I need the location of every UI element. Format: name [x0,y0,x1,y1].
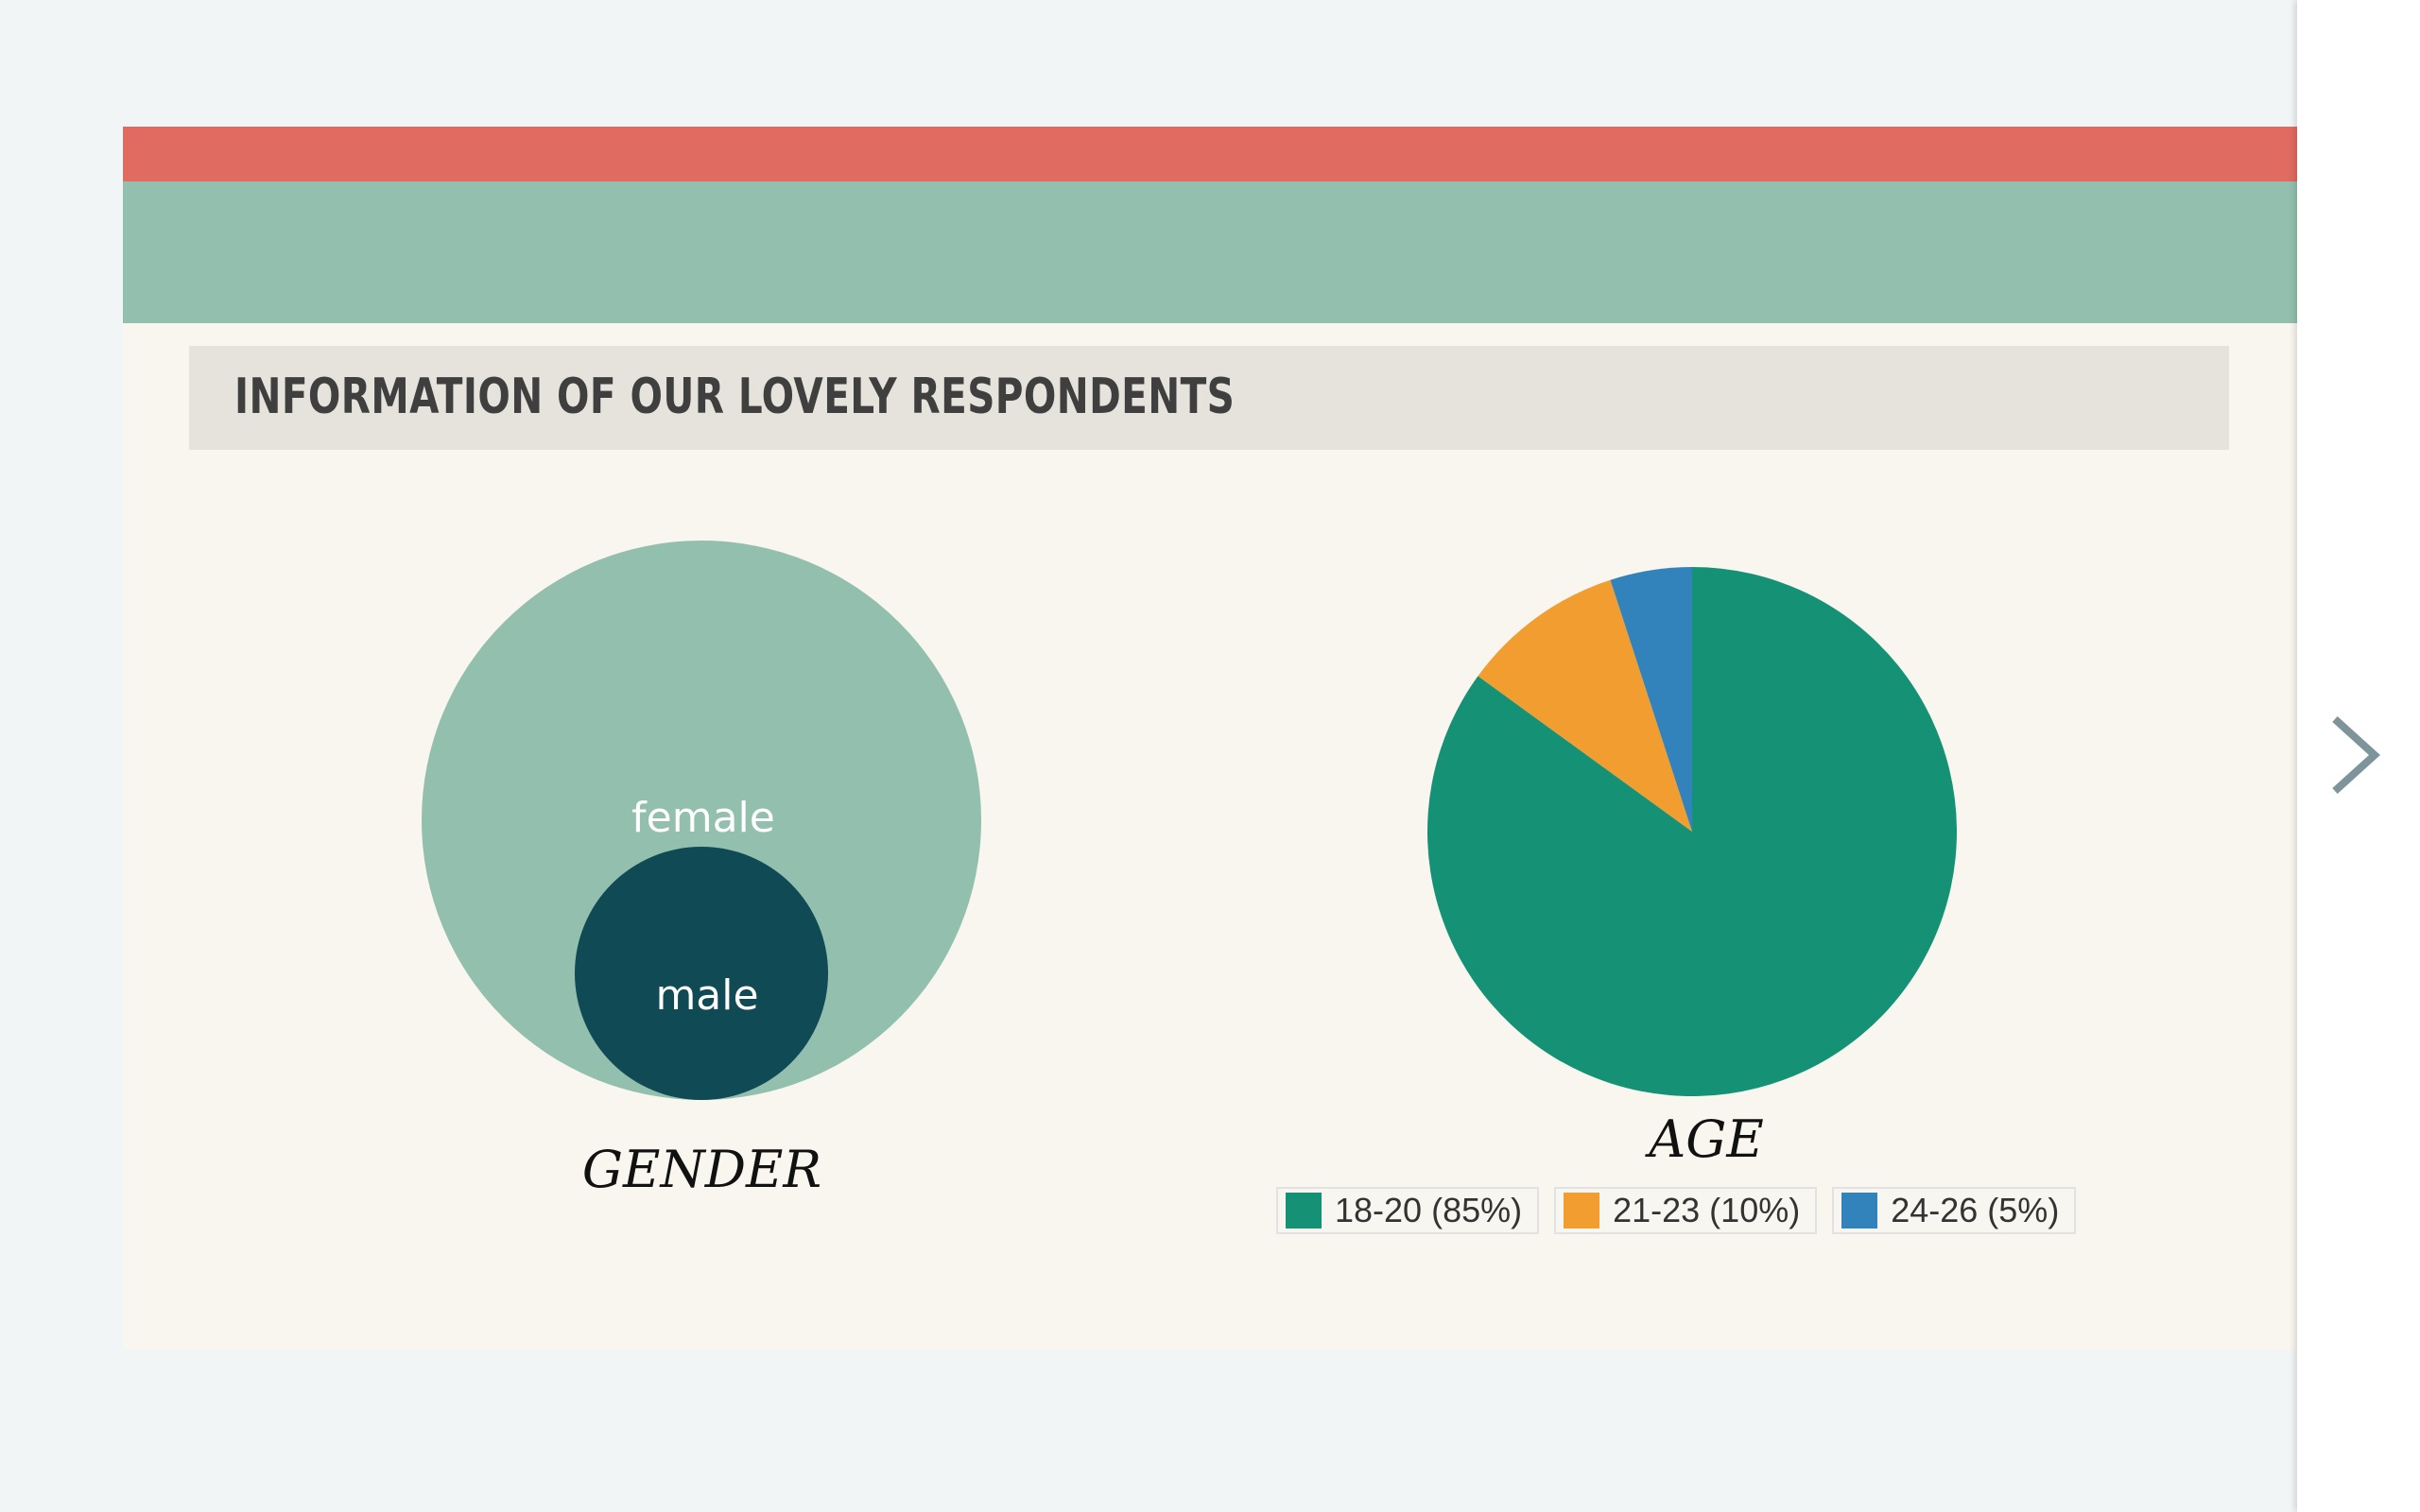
section-title: INFORMATION OF OUR LOVELY RESPONDENTS [234,369,1236,425]
header-red-band [123,127,2297,181]
legend-label: 18-20 (85%) [1335,1191,1523,1229]
gender-chart-title: GENDER [581,1140,822,1199]
legend-label: 21-23 (10%) [1613,1191,1801,1229]
male-bubble [575,847,828,1100]
header-green-band [123,181,2297,323]
legend-item-24-26[interactable]: 24-26 (5%) [1832,1187,2077,1234]
legend-label: 24-26 (5%) [1891,1191,2060,1229]
legend-swatch [1841,1193,1878,1228]
gender-chart: female male [422,541,981,1100]
section-title-bar: INFORMATION OF OUR LOVELY RESPONDENTS [189,346,2229,450]
chevron-right-icon [2332,716,2380,794]
male-label: male [655,971,758,1020]
age-pie-chart [1427,567,1957,1096]
legend-item-18-20[interactable]: 18-20 (85%) [1276,1187,1540,1234]
age-legend: 18-20 (85%) 21-23 (10%) 24-26 (5%) [1276,1187,2077,1234]
legend-swatch [1564,1193,1600,1228]
female-bubble [422,541,981,1100]
age-chart-title: AGE [1649,1109,1764,1169]
right-side-panel [2297,0,2420,1512]
next-slide-button[interactable] [2327,715,2384,795]
legend-item-21-23[interactable]: 21-23 (10%) [1554,1187,1818,1234]
slide: INFORMATION OF OUR LOVELY RESPONDENTS fe… [123,127,2297,1349]
female-label: female [631,794,775,842]
legend-swatch [1286,1193,1322,1228]
pie-slice-24-26[interactable] [1610,567,1692,832]
pie-slice-21-23[interactable] [1478,579,1692,832]
